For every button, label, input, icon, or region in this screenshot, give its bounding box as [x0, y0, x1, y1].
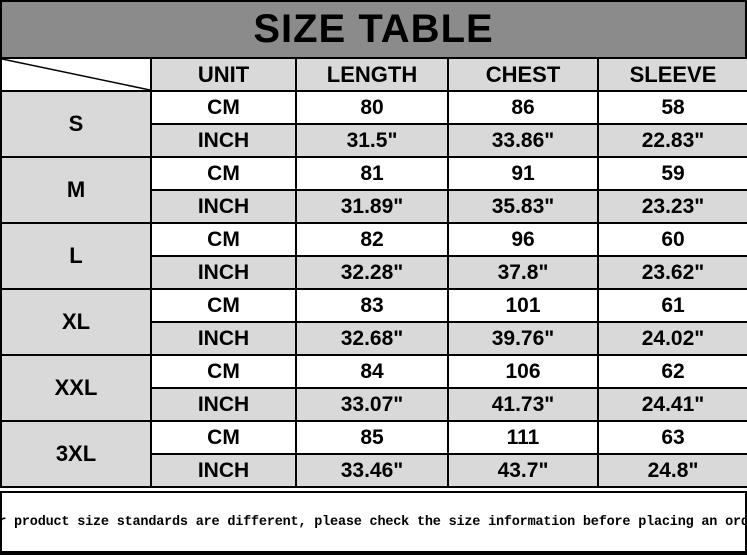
length-cm-value: 81 [295, 156, 449, 191]
table-row: 3XL CM 85 111 63 [0, 420, 747, 488]
unit-inch-label: INCH [150, 123, 297, 158]
unit-inch-label: INCH [150, 453, 297, 488]
chest-inch-value: 37.8" [447, 255, 599, 290]
sleeve-inch-value: 23.62" [597, 255, 747, 290]
length-inch-value: 32.28" [295, 255, 449, 290]
chest-inch-value: 43.7" [447, 453, 599, 488]
unit-inch-label: INCH [150, 255, 297, 290]
chest-cm-value: 101 [447, 288, 599, 323]
length-inch-value: 31.5" [295, 123, 449, 158]
column-header-length: LENGTH [295, 57, 449, 92]
unit-cm-label: CM [150, 156, 297, 191]
size-notice-text: Our product size standards are different… [0, 491, 747, 555]
column-header-chest: CHEST [447, 57, 599, 92]
length-cm-value: 85 [295, 420, 449, 455]
unit-cm-label: CM [150, 222, 297, 257]
unit-cm-label: CM [150, 288, 297, 323]
table-row: M CM 81 91 59 [0, 156, 747, 224]
diagonal-divider-line [2, 59, 150, 90]
chest-cm-value: 91 [447, 156, 599, 191]
chest-cm-value: 96 [447, 222, 599, 257]
table-row: INCH 33.07" 41.73" 24.41" [1, 387, 747, 422]
size-label: L [0, 222, 152, 290]
table-row: L CM 82 96 60 [0, 222, 747, 290]
sleeve-cm-value: 60 [597, 222, 747, 257]
table-row: INCH 31.5" 33.86" 22.83" [1, 123, 747, 158]
table-row: INCH 33.46" 43.7" 24.8" [1, 453, 747, 488]
sleeve-cm-value: 61 [597, 288, 747, 323]
size-label: XXL [0, 354, 152, 422]
unit-inch-label: INCH [150, 321, 297, 356]
sleeve-inch-value: 22.83" [597, 123, 747, 158]
unit-inch-label: INCH [150, 189, 297, 224]
table-row: INCH 31.89" 35.83" 23.23" [1, 189, 747, 224]
unit-cm-label: CM [150, 420, 297, 455]
chest-cm-value: 86 [447, 90, 599, 125]
length-inch-value: 31.89" [295, 189, 449, 224]
length-inch-value: 33.07" [295, 387, 449, 422]
size-label: 3XL [0, 420, 152, 488]
corner-cell [0, 57, 152, 92]
size-table: UNIT LENGTH CHEST SLEEVE S CM 80 86 58 I… [0, 57, 747, 488]
sleeve-cm-value: 58 [597, 90, 747, 125]
sleeve-cm-value: 62 [597, 354, 747, 389]
unit-cm-label: CM [150, 90, 297, 125]
table-row: INCH 32.28" 37.8" 23.62" [1, 255, 747, 290]
column-header-unit: UNIT [150, 57, 297, 92]
table-row: S CM 80 86 58 [0, 90, 747, 158]
unit-inch-label: INCH [150, 387, 297, 422]
length-inch-value: 32.68" [295, 321, 449, 356]
length-inch-value: 33.46" [295, 453, 449, 488]
page-title: SIZE TABLE [0, 0, 747, 57]
size-label: XL [0, 288, 152, 356]
sleeve-inch-value: 24.02" [597, 321, 747, 356]
sleeve-cm-value: 63 [597, 420, 747, 455]
header-row: UNIT LENGTH CHEST SLEEVE [0, 57, 747, 92]
chest-inch-value: 41.73" [447, 387, 599, 422]
chest-inch-value: 39.76" [447, 321, 599, 356]
size-label: S [0, 90, 152, 158]
length-cm-value: 82 [295, 222, 449, 257]
sleeve-inch-value: 24.41" [597, 387, 747, 422]
sleeve-cm-value: 59 [597, 156, 747, 191]
chest-inch-value: 35.83" [447, 189, 599, 224]
chest-cm-value: 111 [447, 420, 599, 455]
chest-inch-value: 33.86" [447, 123, 599, 158]
table-row: XL CM 83 101 61 [0, 288, 747, 356]
chest-cm-value: 106 [447, 354, 599, 389]
unit-cm-label: CM [150, 354, 297, 389]
length-cm-value: 83 [295, 288, 449, 323]
length-cm-value: 80 [295, 90, 449, 125]
table-row: INCH 32.68" 39.76" 24.02" [1, 321, 747, 356]
size-label: M [0, 156, 152, 224]
table-row: XXL CM 84 106 62 [0, 354, 747, 422]
length-cm-value: 84 [295, 354, 449, 389]
sleeve-inch-value: 23.23" [597, 189, 747, 224]
column-header-sleeve: SLEEVE [597, 57, 747, 92]
sleeve-inch-value: 24.8" [597, 453, 747, 488]
